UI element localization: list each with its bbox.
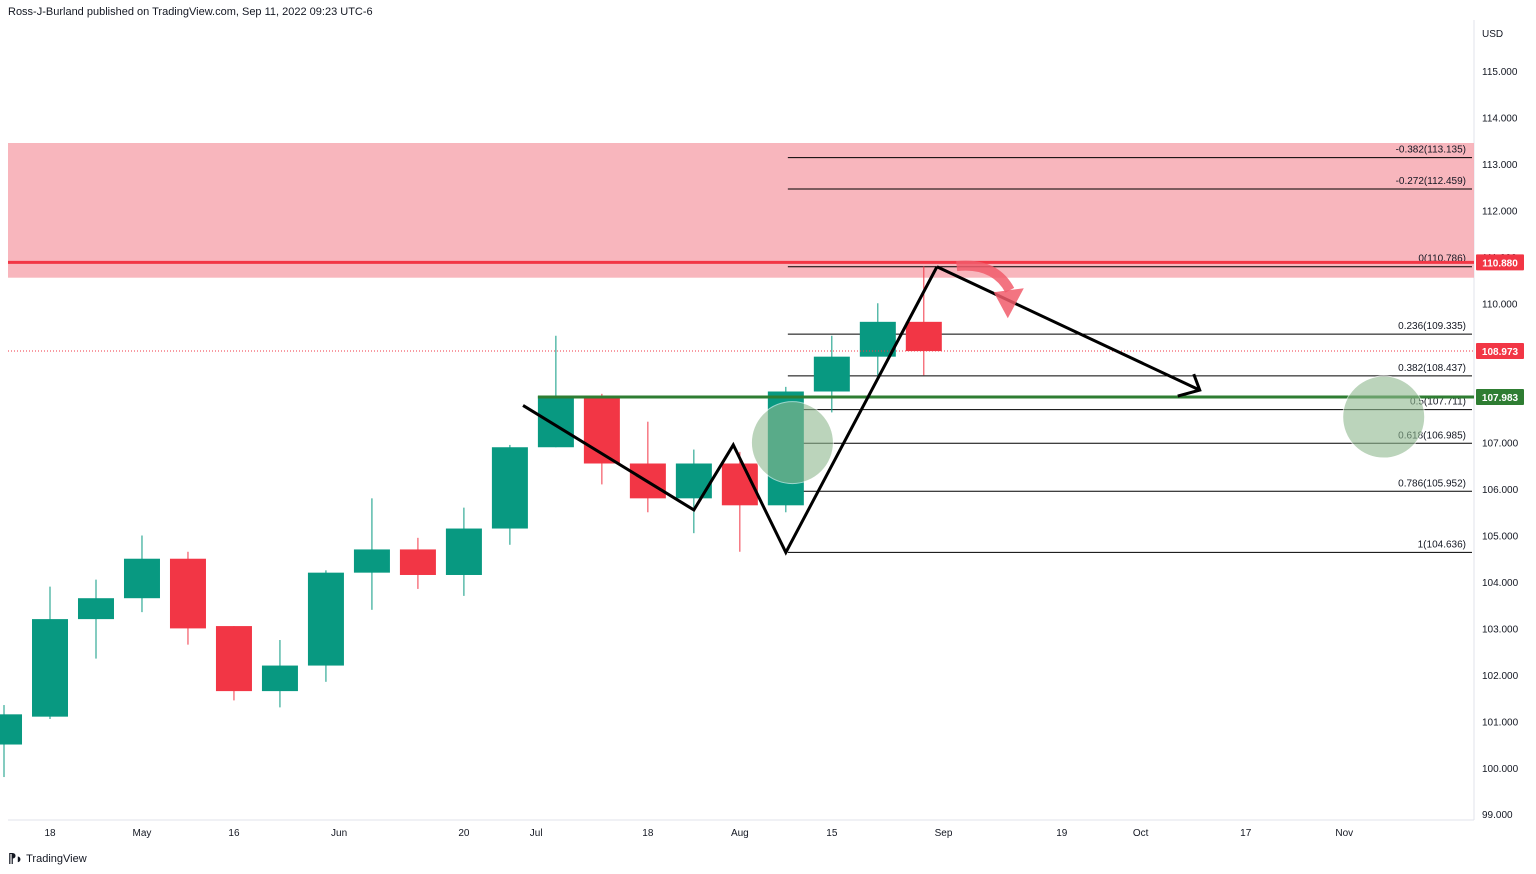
x-tick-label: 17 (1240, 828, 1252, 839)
candle-body (537, 396, 574, 448)
x-tick-label: 19 (1056, 828, 1068, 839)
candle-body (905, 321, 942, 352)
x-tick-label: Nov (1335, 828, 1353, 839)
pattern-path (522, 266, 939, 556)
candle-body (123, 558, 160, 599)
y-tick-label: 110.000 (1482, 299, 1518, 310)
x-tick-label: Jul (530, 828, 543, 839)
fib-level-label: -0.382(113.135) (1396, 145, 1466, 156)
fib-level-label: -0.272(112.459) (1396, 176, 1466, 187)
y-tick-label: 103.000 (1482, 624, 1519, 635)
y-tick-label: 105.000 (1482, 532, 1519, 543)
y-tick-label: 114.000 (1482, 113, 1518, 124)
fib-level-label: 0.236(109.335) (1398, 321, 1466, 332)
fib-level-label: 0(110.786) (1418, 254, 1466, 265)
y-tick-label: 104.000 (1482, 578, 1519, 589)
candle-body (307, 572, 344, 666)
y-tick-label: 112.000 (1482, 206, 1518, 217)
y-tick-label: 107.000 (1482, 439, 1519, 450)
y-tick-label: 101.000 (1482, 717, 1519, 728)
projection-arrow (936, 265, 1201, 392)
currency-label: USD (1482, 29, 1504, 40)
horizontal-levels (8, 260, 1474, 399)
x-tick-label: 16 (228, 828, 240, 839)
x-tick-label: Aug (731, 828, 749, 839)
candle-body (77, 598, 114, 620)
y-tick-label: 99.000 (1482, 810, 1513, 821)
x-tick-label: May (133, 828, 152, 839)
footer-brand[interactable]: ⁋◗ TradingView (8, 851, 87, 867)
fib-level-label: 0.786(105.952) (1398, 478, 1466, 489)
candle-body (169, 558, 206, 629)
y-tick-label: 106.000 (1482, 485, 1519, 496)
candle-body (353, 549, 390, 573)
tradingview-logo-icon: ⁋◗ (8, 851, 23, 866)
y-tick-label: 102.000 (1482, 671, 1519, 682)
candle-body (491, 447, 528, 529)
x-tick-label: Sep (935, 828, 953, 839)
resistance-zone (8, 142, 1474, 278)
support-tag (1476, 388, 1524, 405)
y-tick-label: 115.000 (1482, 67, 1518, 78)
y-tick-label: 100.000 (1482, 764, 1519, 775)
chart-grid (8, 20, 1475, 821)
price-tags: 110.880 107.983 108.973 (1476, 254, 1524, 405)
highlight-circle (1342, 375, 1426, 459)
y-tick-label: 113.000 (1482, 160, 1518, 171)
resistance-tag-label: 110.880 (1482, 258, 1518, 269)
reversal-arrow (956, 260, 1015, 293)
candle-body (399, 549, 436, 575)
resistance-tag (1476, 254, 1524, 271)
candle-body (32, 619, 68, 717)
resistance-zone-band (8, 142, 1474, 278)
fib-level-label: 0.5(107.711) (1410, 397, 1466, 408)
candle-body (0, 714, 23, 745)
candle-body (261, 665, 298, 692)
reversal-arrowhead (993, 288, 1024, 319)
fib-level-label: 0.382(108.437) (1398, 363, 1466, 374)
chart-axes: 99.000 100.000 101.000 102.000 103.000 104.00… (44, 67, 1518, 839)
x-tick-label: 18 (44, 828, 56, 839)
candle-body (859, 321, 896, 357)
x-tick-label: Oct (1133, 828, 1149, 839)
x-tick-label: 15 (826, 828, 838, 839)
candle-body (675, 463, 712, 499)
last-price-tag (1476, 342, 1524, 359)
x-tick-label: 18 (642, 828, 654, 839)
x-tick-label: 20 (458, 828, 470, 839)
candle-body (445, 528, 482, 575)
publisher-credit: Ross-J-Burland published on TradingView.… (8, 6, 373, 18)
support-tag-label: 107.983 (1482, 393, 1519, 404)
last-price-tag-label: 108.973 (1482, 347, 1519, 358)
x-tick-label: Jun (331, 828, 347, 839)
candle-body (215, 626, 252, 692)
fib-level-label: 1(104.636) (1418, 539, 1466, 550)
candle-body (813, 356, 850, 392)
fib-level-label: 0.618(106.985) (1398, 430, 1466, 441)
projection-arrowhead (1177, 373, 1202, 398)
footer-brand-label: TradingView (26, 853, 87, 865)
drawing-annotations (522, 260, 1426, 556)
highlight-circle (750, 401, 834, 485)
